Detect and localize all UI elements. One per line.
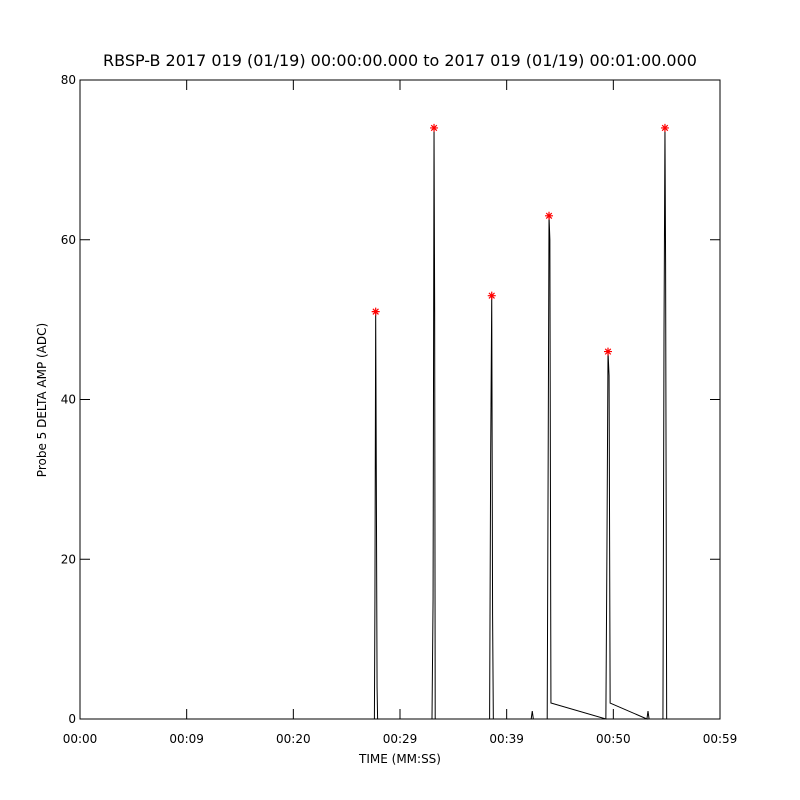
x-tick-label: 00:59 [703, 732, 738, 746]
y-tick-label: 40 [61, 393, 76, 407]
x-tick-label: 00:29 [383, 732, 418, 746]
x-tick-label: 00:00 [63, 732, 98, 746]
y-tick-label: 60 [61, 233, 76, 247]
chart-title: RBSP-B 2017 019 (01/19) 00:00:00.000 to … [103, 51, 697, 70]
x-tick-label: 00:50 [596, 732, 631, 746]
data-line [80, 127, 720, 720]
x-tick-label: 00:09 [169, 732, 204, 746]
peak-marker [487, 291, 496, 300]
x-tick-label: 00:20 [276, 732, 311, 746]
x-tick-label: 00:39 [489, 732, 524, 746]
y-tick-label: 20 [61, 552, 76, 566]
y-tick-label: 80 [61, 73, 76, 87]
y-tick-label: 0 [68, 712, 76, 726]
peak-marker [371, 307, 380, 316]
y-axis-label: Probe 5 DELTA AMP (ADC) [35, 323, 49, 477]
plot-frame [79, 79, 721, 720]
peak-marker [660, 123, 669, 132]
peak-marker [604, 347, 612, 356]
peak-marker [430, 123, 439, 132]
peak-marker [545, 211, 554, 220]
x-axis-label: TIME (MM:SS) [358, 752, 441, 766]
